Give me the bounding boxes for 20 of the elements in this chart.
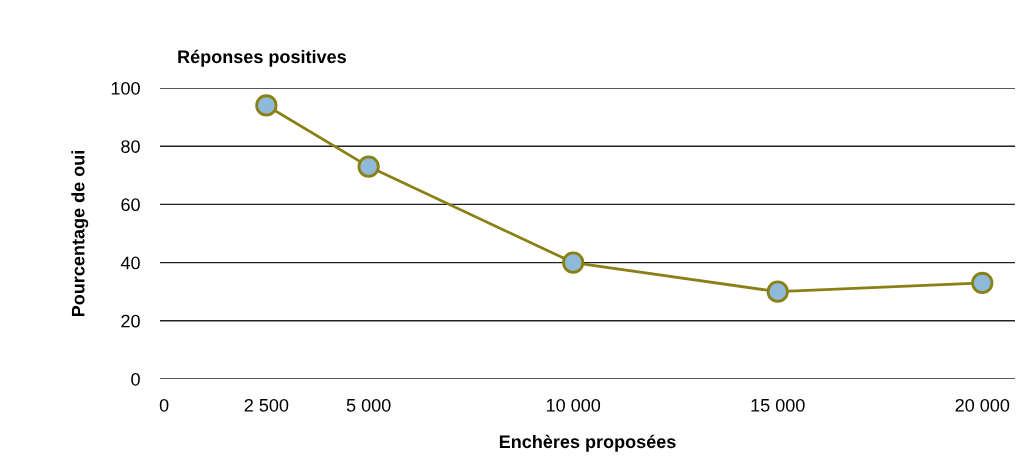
x-tick-label: 2 500 <box>244 398 289 412</box>
point <box>357 155 380 178</box>
x-tick-label: 10 000 <box>546 398 601 412</box>
point <box>562 251 585 274</box>
x-tick-label: 20 000 <box>955 398 1010 412</box>
x-tick-label: 0 <box>159 398 169 412</box>
y-tick-label: 80 <box>121 140 140 153</box>
x-axis-title: Enchères proposées <box>499 434 676 452</box>
y-tick-label: 60 <box>121 198 140 212</box>
point <box>255 94 278 117</box>
chart-title: Réponses positives <box>178 49 346 67</box>
point <box>971 271 994 295</box>
x-tick-label: 15 000 <box>751 398 805 412</box>
y-tick-label: 20 <box>121 314 140 328</box>
x-tick-label: 5 000 <box>346 398 391 412</box>
y-tick-label: 100 <box>111 81 140 95</box>
y-tick-label: 40 <box>120 256 140 270</box>
y-axis-title: Pourcentage de oui <box>71 151 89 317</box>
point <box>766 280 789 303</box>
y-tick-label: 0 <box>131 372 140 386</box>
